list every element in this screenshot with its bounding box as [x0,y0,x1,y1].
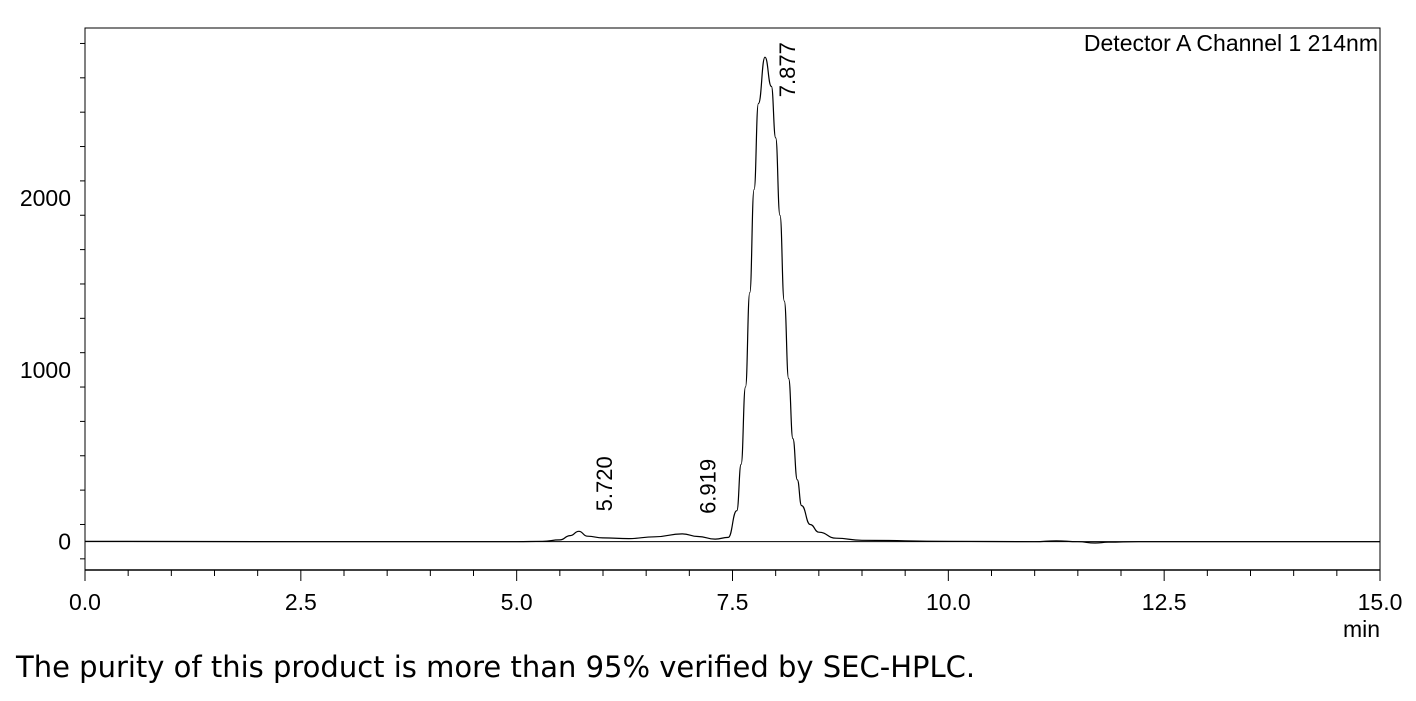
x-tick-label: 15.0 [1358,589,1403,615]
chromatogram-trace [84,56,1380,544]
trace-layer [84,56,1380,544]
y-tick-label: 1000 [20,357,71,383]
peak-labels: 5.720 6.919 7.877 [592,42,800,514]
plot-frame [84,27,1381,571]
peak-label: 7.877 [775,42,800,97]
peak-label: 5.720 [592,456,617,511]
y-tick-label: 2000 [20,185,71,211]
purity-caption: The purity of this product is more than … [16,650,976,684]
x-tick-label: 12.5 [1142,589,1187,615]
x-tick-label: 0.0 [69,589,101,615]
chromatogram-chart: 0.0 2.5 5.0 7.5 10.0 12.5 15.0 0 1000 2000 5.720… [20,27,1403,642]
x-tick-label: 10.0 [926,589,971,615]
x-tick-label: 2.5 [285,589,317,615]
y-axis: 0 1000 2000 [20,42,85,560]
peak-label: 6.919 [695,459,720,514]
x-tick-label: 5.0 [501,589,533,615]
x-tick-label: 7.5 [717,589,749,615]
plot-border [84,27,1381,571]
x-axis: 0.0 2.5 5.0 7.5 10.0 12.5 15.0 [69,569,1403,615]
detector-label: Detector A Channel 1 214nm [1084,30,1378,56]
y-tick-label: 0 [58,529,71,555]
x-axis-label: min [1343,616,1380,642]
